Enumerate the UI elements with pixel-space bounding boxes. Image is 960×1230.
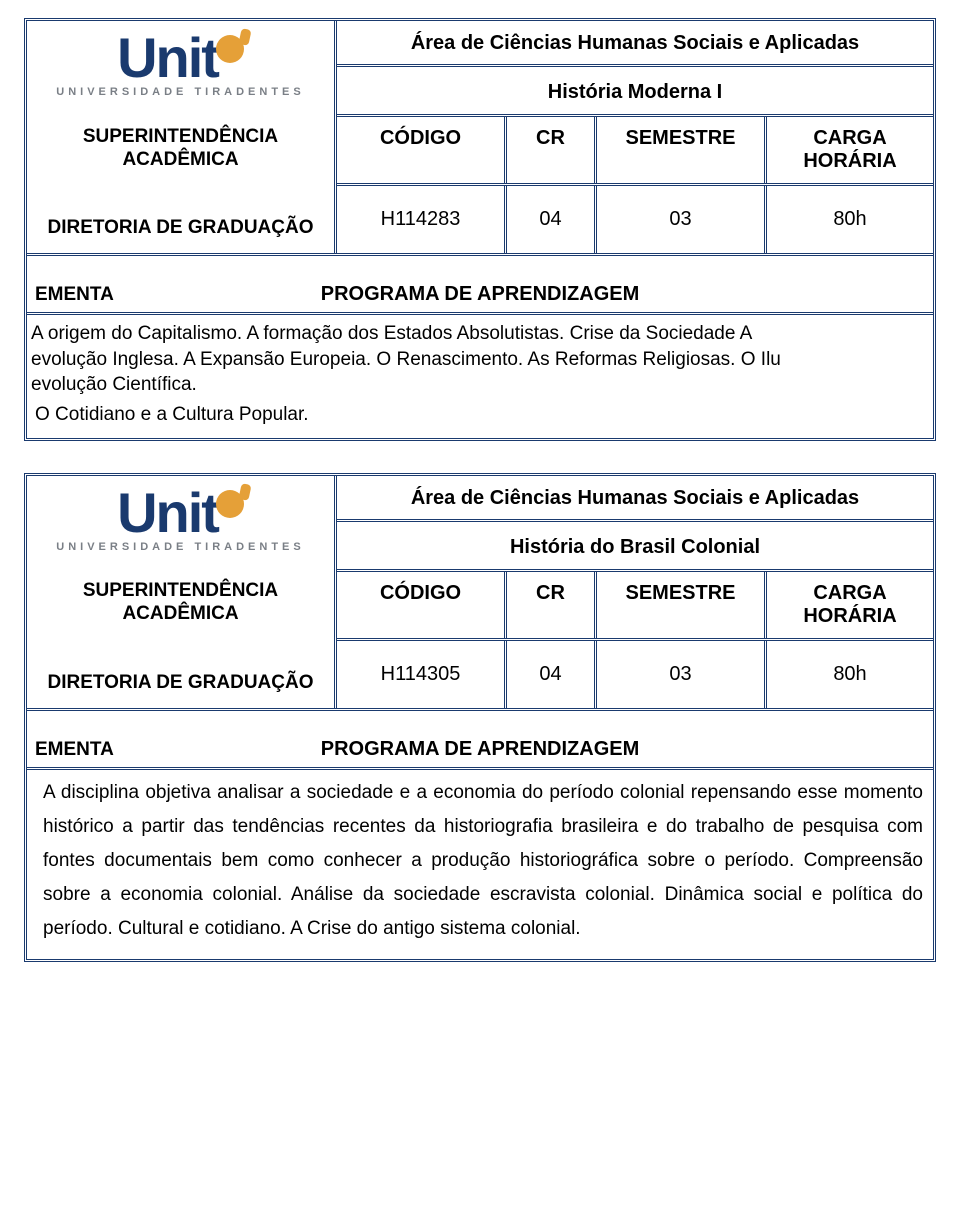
diretoria-label: DIRETORIA DE GRADUAÇÃO bbox=[47, 672, 313, 694]
top-row: Unit UNIVERSIDADE TIRADENTES SUPERINTEND… bbox=[27, 21, 933, 256]
header-codigo: CÓDIGO bbox=[337, 117, 507, 183]
value-cr: 04 bbox=[507, 186, 597, 253]
table-header-row: CÓDIGO CR SEMESTRE CARGAHORÁRIA bbox=[337, 117, 933, 186]
course-title: História do Brasil Colonial bbox=[337, 522, 933, 572]
value-semestre: 03 bbox=[597, 186, 767, 253]
header-cr: CR bbox=[507, 572, 597, 638]
ementa-line: evolução Científica. bbox=[31, 374, 197, 395]
header-carga: CARGAHORÁRIA bbox=[767, 117, 933, 183]
value-carga: 80h bbox=[767, 186, 933, 253]
diretoria-label: DIRETORIA DE GRADUAÇÃO bbox=[47, 217, 313, 239]
value-codigo: H114283 bbox=[337, 186, 507, 253]
ementa-line: evolução Inglesa. A Expansão Europeia. O… bbox=[31, 349, 781, 370]
right-column: Área de Ciências Humanas Sociais e Aplic… bbox=[337, 21, 933, 253]
header-codigo: CÓDIGO bbox=[337, 572, 507, 638]
ementa-line: O Cotidiano e a Cultura Popular. bbox=[31, 402, 309, 428]
header-semestre: SEMESTRE bbox=[597, 117, 767, 183]
logo-subtitle: UNIVERSIDADE TIRADENTES bbox=[56, 86, 304, 98]
value-carga: 80h bbox=[767, 641, 933, 708]
logo-text: Unit bbox=[117, 31, 218, 84]
course-block-2: Unit UNIVERSIDADE TIRADENTES SUPERINTEND… bbox=[24, 473, 936, 962]
globe-icon bbox=[216, 490, 244, 518]
top-row: Unit UNIVERSIDADE TIRADENTES SUPERINTEND… bbox=[27, 476, 933, 711]
programa-label: PROGRAMA DE APRENDIZAGEM bbox=[129, 732, 831, 767]
course-block-1: Unit UNIVERSIDADE TIRADENTES SUPERINTEND… bbox=[24, 18, 936, 441]
institution-logo: Unit UNIVERSIDADE TIRADENTES bbox=[56, 31, 304, 98]
programa-row: EMENTA PROGRAMA DE APRENDIZAGEM bbox=[27, 256, 933, 315]
institution-logo: Unit UNIVERSIDADE TIRADENTES bbox=[56, 486, 304, 553]
sup-line2: ACADÊMICA bbox=[122, 603, 238, 624]
course-title: História Moderna I bbox=[337, 67, 933, 117]
header-semestre: SEMESTRE bbox=[597, 572, 767, 638]
superintendencia-label: SUPERINTENDÊNCIA ACADÊMICA bbox=[83, 580, 278, 626]
logo-text: Unit bbox=[117, 486, 218, 539]
ementa-label: EMENTA bbox=[27, 256, 129, 312]
sup-line2: ACADÊMICA bbox=[122, 149, 238, 170]
ementa-label: EMENTA bbox=[27, 711, 129, 767]
area-title: Área de Ciências Humanas Sociais e Aplic… bbox=[337, 476, 933, 522]
value-semestre: 03 bbox=[597, 641, 767, 708]
ementa-body: A disciplina objetiva analisar a socieda… bbox=[27, 770, 933, 959]
header-cr: CR bbox=[507, 117, 597, 183]
superintendencia-label: SUPERINTENDÊNCIA ACADÊMICA bbox=[83, 126, 278, 172]
value-cr: 04 bbox=[507, 641, 597, 708]
globe-icon bbox=[216, 35, 244, 63]
ementa-body: A origem do Capitalismo. A formação dos … bbox=[27, 315, 933, 438]
left-column: Unit UNIVERSIDADE TIRADENTES SUPERINTEND… bbox=[27, 476, 337, 708]
table-header-row: CÓDIGO CR SEMESTRE CARGAHORÁRIA bbox=[337, 572, 933, 641]
logo-subtitle: UNIVERSIDADE TIRADENTES bbox=[56, 541, 304, 553]
value-codigo: H114305 bbox=[337, 641, 507, 708]
programa-row: EMENTA PROGRAMA DE APRENDIZAGEM bbox=[27, 711, 933, 770]
area-title: Área de Ciências Humanas Sociais e Aplic… bbox=[337, 21, 933, 67]
ementa-line: A origem do Capitalismo. A formação dos … bbox=[31, 323, 752, 344]
table-value-row: H114283 04 03 80h bbox=[337, 186, 933, 253]
header-carga: CARGAHORÁRIA bbox=[767, 572, 933, 638]
table-value-row: H114305 04 03 80h bbox=[337, 641, 933, 708]
sup-line1: SUPERINTENDÊNCIA bbox=[83, 580, 278, 601]
right-column: Área de Ciências Humanas Sociais e Aplic… bbox=[337, 476, 933, 708]
programa-label: PROGRAMA DE APRENDIZAGEM bbox=[129, 277, 831, 312]
left-column: Unit UNIVERSIDADE TIRADENTES SUPERINTEND… bbox=[27, 21, 337, 253]
sup-line1: SUPERINTENDÊNCIA bbox=[83, 126, 278, 147]
